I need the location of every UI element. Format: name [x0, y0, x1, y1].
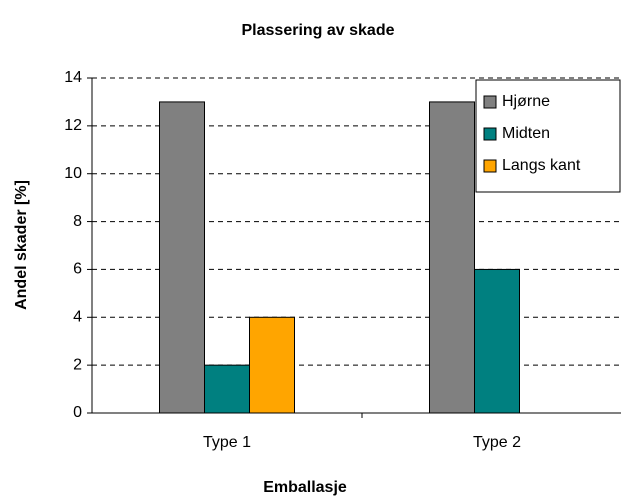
chart-title: Plassering av skade	[242, 22, 395, 39]
bar	[204, 364, 250, 414]
x-tick-label: Type 2	[473, 434, 521, 451]
y-tick-label: 2	[73, 356, 82, 373]
y-tick-label: 14	[64, 69, 82, 86]
x-tick-label: Type 1	[203, 434, 251, 451]
legend-label: Langs kant	[502, 157, 581, 174]
legend-swatch	[483, 159, 497, 173]
bar	[249, 316, 295, 414]
y-tick-label: 4	[73, 309, 82, 326]
legend-label: Hjørne	[502, 93, 550, 110]
legend: Hjørne Midten Langs kant	[475, 79, 621, 193]
y-axis-label: Andel skader [%]	[13, 180, 30, 310]
y-tick-label: 0	[73, 404, 82, 421]
legend-swatch	[483, 95, 497, 109]
y-tick-label: 10	[64, 165, 82, 182]
y-tick-label: 12	[64, 117, 82, 134]
legend-swatch	[483, 127, 497, 141]
bar	[474, 268, 520, 414]
bar	[159, 101, 205, 414]
bar	[429, 101, 475, 414]
y-tick-label: 6	[73, 261, 82, 278]
y-tick-label: 8	[73, 213, 82, 230]
x-axis-label: Emballasje	[263, 479, 347, 496]
legend-label: Midten	[502, 125, 550, 142]
legend-box	[475, 79, 621, 193]
